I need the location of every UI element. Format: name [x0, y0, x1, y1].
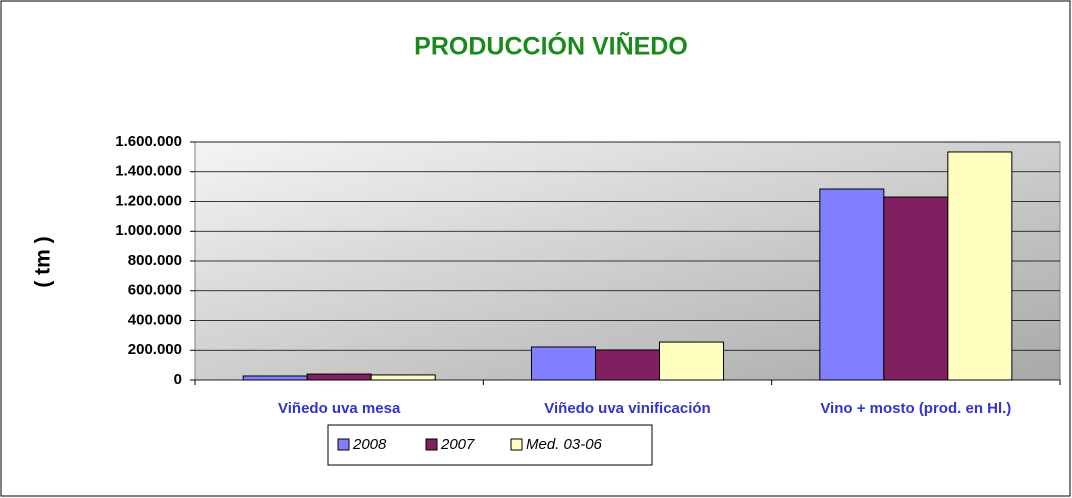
legend-label: 2007 [440, 436, 475, 453]
bar [370, 374, 436, 381]
bar [883, 196, 949, 381]
y-axis-label: ( tm ) [32, 236, 55, 287]
bar [242, 375, 308, 381]
x-tick-label: Viñedo uva vinificación [544, 400, 710, 417]
bar [306, 373, 372, 381]
legend-label: 2008 [352, 436, 387, 453]
y-tick-label: 400.000 [128, 311, 182, 328]
bar [819, 188, 885, 381]
bar [531, 346, 596, 381]
y-tick-label: 800.000 [128, 252, 182, 269]
chart-title: PRODUCCIÓN VIÑEDO [414, 31, 688, 61]
legend-swatch [337, 438, 350, 451]
legend-swatch [510, 438, 523, 451]
bar [595, 349, 660, 381]
legend-swatch [425, 438, 438, 451]
bar [947, 151, 1013, 381]
y-tick-label: 1.000.000 [115, 222, 182, 239]
x-tick-label: Vino + mosto (prod. en Hl.) [820, 400, 1011, 417]
legend [327, 424, 653, 466]
y-tick-label: 1.600.000 [115, 133, 182, 150]
y-tick-label: 200.000 [128, 341, 182, 358]
y-tick-label: 1.400.000 [115, 163, 182, 180]
y-tick-label: 1.200.000 [115, 192, 182, 209]
x-tick-label: Viñedo uva mesa [278, 400, 401, 417]
y-tick-label: 600.000 [128, 282, 182, 299]
y-tick-label: 0 [174, 371, 182, 388]
legend-label: Med. 03-06 [526, 436, 603, 453]
bar [659, 341, 724, 381]
